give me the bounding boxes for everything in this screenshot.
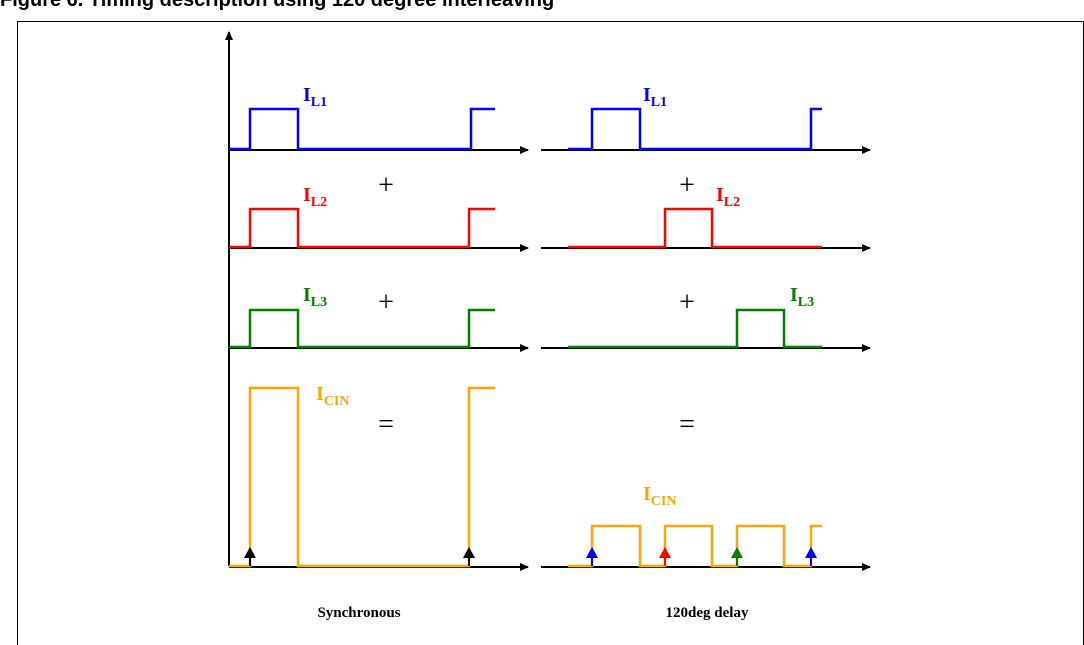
trigger-arrow-sync-1 [244, 547, 256, 566]
trigger-arrows [244, 547, 817, 566]
label-delay-il1: IL1 [643, 84, 667, 110]
caption-synchronous: Synchronous [317, 605, 400, 621]
waveform-sync-il2 [229, 207, 495, 249]
figure-title: Figure 6. Timing description using 120 d… [0, 0, 555, 11]
waveform-delay-il1 [568, 107, 822, 151]
waveform-delay-il3 [568, 308, 822, 349]
plus-sign-delay-1: + [679, 170, 695, 201]
label-sync-il1: IL1 [303, 84, 327, 110]
waveform-sync-il3 [229, 308, 495, 349]
label-sync-icin: ICIN [316, 383, 349, 409]
plus-sign-sync-2: + [378, 287, 394, 318]
trigger-arrow-il1-repeat [805, 547, 817, 566]
label-sync-il2: IL2 [303, 184, 327, 210]
waveform-sync-il1 [229, 107, 495, 151]
plus-sign-sync-1: + [378, 170, 394, 201]
trigger-arrow-sync-2 [463, 547, 475, 566]
trigger-arrow-il3 [731, 547, 743, 566]
figure-border [17, 21, 1084, 645]
equals-sign-sync: = [378, 409, 394, 440]
label-delay-icin: ICIN [643, 483, 676, 509]
plus-sign-delay-2: + [679, 287, 695, 318]
time-axes [229, 146, 871, 571]
label-delay-il2: IL2 [716, 184, 740, 210]
caption-120deg-delay: 120deg delay [666, 605, 749, 621]
waveform-delay-il2 [568, 207, 822, 249]
trigger-arrow-il2 [659, 547, 671, 566]
equals-sign-delay: = [679, 409, 695, 440]
waveform-sync-icin [229, 386, 495, 568]
waveform-delay-icin [568, 524, 822, 568]
label-sync-il3: IL3 [303, 284, 327, 310]
label-delay-il3: IL3 [790, 284, 814, 310]
trigger-arrow-il1 [586, 547, 598, 566]
